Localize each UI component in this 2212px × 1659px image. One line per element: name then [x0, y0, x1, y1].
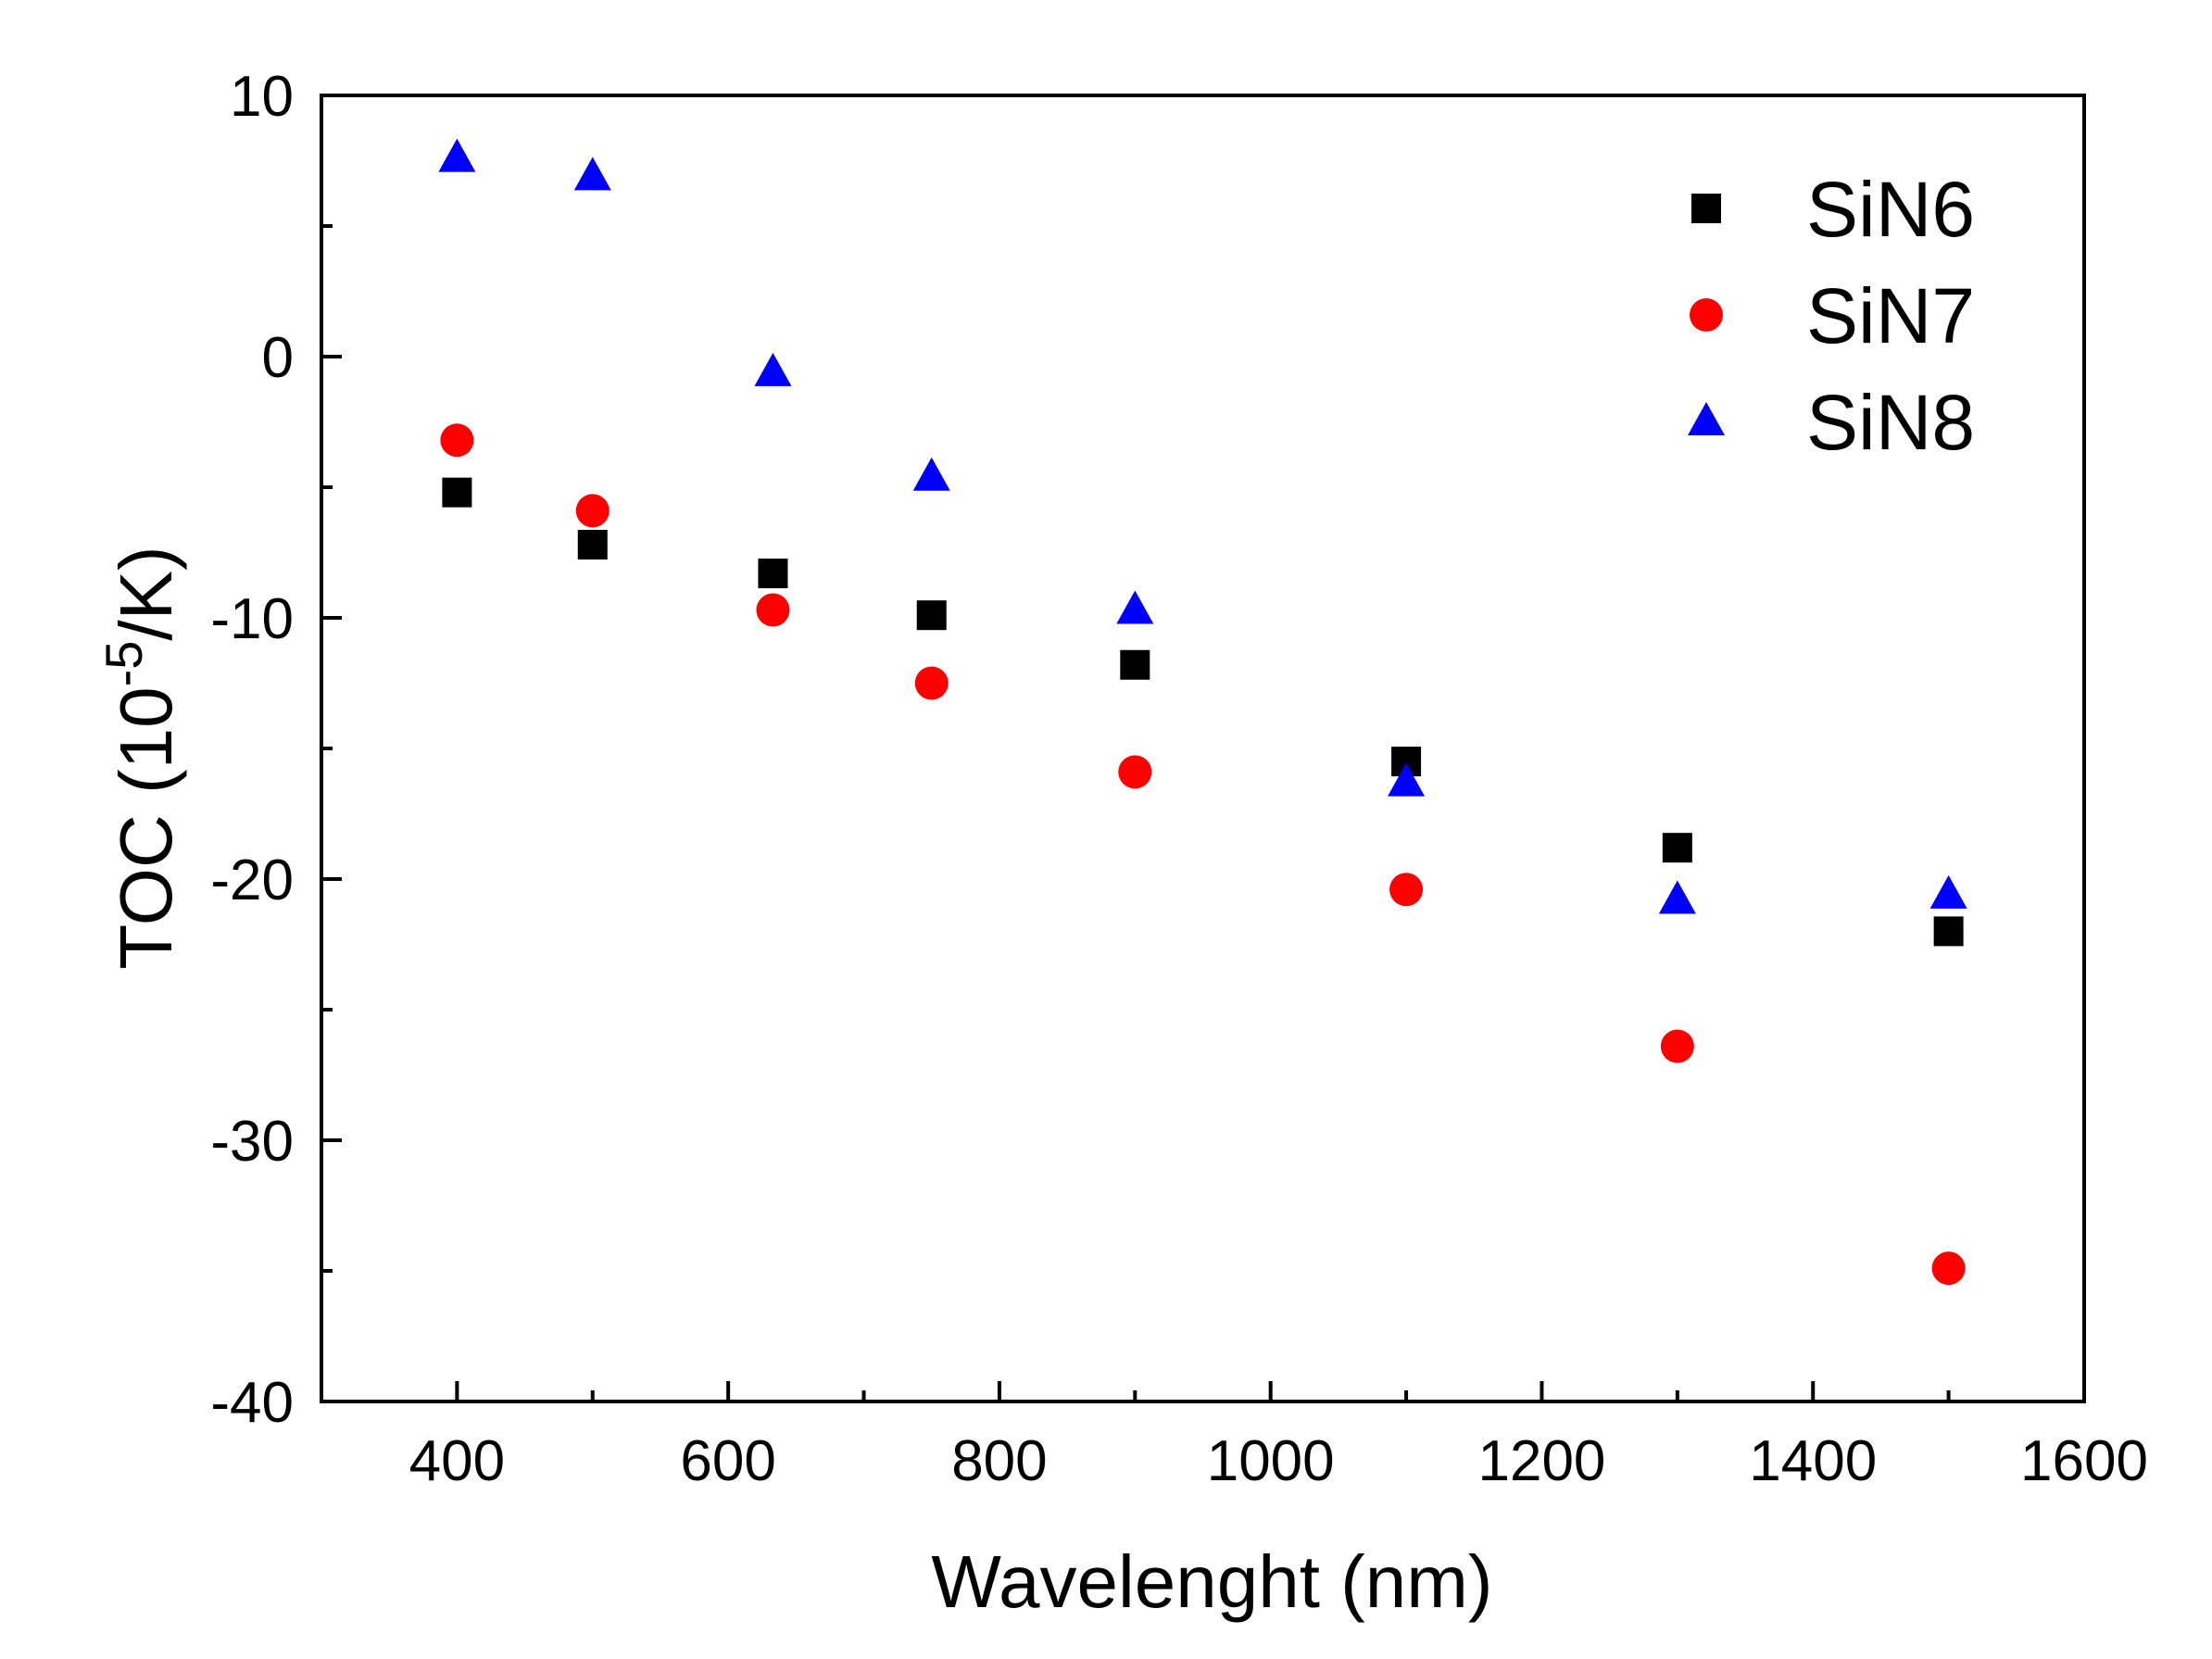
sin8-point: [438, 138, 476, 172]
y-tick-label: -40: [210, 1371, 294, 1435]
legend-marker-sin6: [1691, 194, 1721, 223]
sin6-point: [1662, 833, 1692, 863]
x-tick-label: 800: [951, 1429, 1047, 1493]
legend-marker-sin7: [1690, 298, 1723, 332]
series-sin8: [438, 138, 1967, 914]
y-axis-title-suffix: /K): [105, 546, 187, 640]
sin6-point: [758, 559, 788, 589]
sin7-point: [756, 593, 790, 627]
sin6-point: [442, 477, 472, 508]
sin8-point: [1929, 874, 1967, 909]
axis-labels: Wavelenght (nm) TOC (10-5/K): [94, 546, 1493, 1623]
y-tick-label: -10: [210, 587, 294, 651]
series-sin7: [440, 423, 1966, 1286]
sin8-point: [1116, 590, 1154, 624]
x-tick-label: 1400: [1749, 1429, 1877, 1493]
x-tick-label: 400: [409, 1429, 505, 1493]
sin8-point: [754, 352, 792, 386]
x-tick-label: 1000: [1207, 1429, 1335, 1493]
y-axis-title-superscript: -5: [94, 641, 153, 687]
y-tick-label: 0: [262, 326, 294, 390]
y-tick-label: -30: [210, 1110, 294, 1174]
sin7-point: [914, 666, 949, 700]
sin7-point: [575, 494, 610, 528]
data-points: [438, 138, 1967, 1286]
legend: SiN6 SiN7 SiN8: [1688, 166, 1975, 466]
sin7-point: [1118, 755, 1152, 789]
sin8-point: [912, 457, 950, 491]
x-tick-label: 1600: [2020, 1429, 2148, 1493]
legend-marker-sin8: [1688, 402, 1725, 435]
legend-label-sin8: SiN8: [1806, 379, 1975, 466]
sin7-point: [1660, 1029, 1694, 1063]
x-axis-title: Wavelenght (nm): [931, 1540, 1492, 1623]
sin7-point: [1389, 873, 1424, 907]
sin6-point: [1120, 649, 1150, 680]
legend-label-sin6: SiN6: [1806, 166, 1975, 253]
y-axis-title: TOC (10-5/K): [94, 546, 187, 969]
sin7-point: [1931, 1251, 1966, 1286]
axes: 400 600 800 1000 1200 1400 1600 -40 -30 -20 -10 0 10: [210, 65, 2148, 1493]
legend-label-sin7: SiN7: [1806, 272, 1975, 359]
x-tick-label: 600: [680, 1429, 775, 1493]
series-sin6: [442, 477, 1964, 947]
y-tick-label: 10: [230, 65, 294, 129]
sin6-point: [577, 530, 608, 560]
x-tick-label: 1200: [1477, 1429, 1605, 1493]
y-tick-label: -20: [210, 848, 294, 912]
sin7-point: [440, 423, 474, 458]
sin6-point: [1933, 916, 1964, 947]
sin8-point: [573, 157, 611, 191]
y-axis-title-prefix: TOC (10: [105, 686, 187, 969]
sin8-point: [1388, 762, 1426, 797]
sin8-point: [1658, 880, 1696, 914]
sin6-point: [916, 600, 947, 631]
